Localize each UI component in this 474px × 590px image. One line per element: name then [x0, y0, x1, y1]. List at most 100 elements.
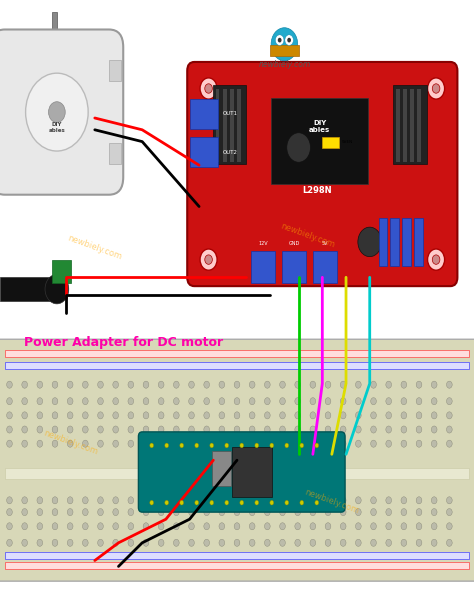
- Circle shape: [401, 497, 407, 504]
- Circle shape: [45, 274, 69, 304]
- Circle shape: [249, 426, 255, 433]
- Circle shape: [219, 412, 225, 419]
- Circle shape: [280, 497, 285, 504]
- Circle shape: [7, 381, 12, 388]
- Bar: [410, 90, 414, 162]
- Circle shape: [234, 398, 240, 405]
- Circle shape: [401, 426, 407, 433]
- Circle shape: [386, 426, 392, 433]
- Circle shape: [158, 509, 164, 516]
- Bar: [5, 562, 469, 569]
- Circle shape: [37, 440, 43, 447]
- Bar: [417, 90, 421, 162]
- Circle shape: [371, 497, 376, 504]
- Circle shape: [158, 497, 164, 504]
- Circle shape: [234, 539, 240, 546]
- Circle shape: [431, 523, 437, 530]
- Circle shape: [158, 440, 164, 447]
- Circle shape: [67, 539, 73, 546]
- Circle shape: [173, 497, 179, 504]
- Circle shape: [7, 539, 12, 546]
- Circle shape: [37, 509, 43, 516]
- Circle shape: [386, 509, 392, 516]
- Circle shape: [371, 539, 376, 546]
- Circle shape: [249, 412, 255, 419]
- Circle shape: [264, 381, 270, 388]
- Circle shape: [195, 443, 199, 448]
- Circle shape: [447, 497, 452, 504]
- Circle shape: [219, 509, 225, 516]
- Circle shape: [189, 398, 194, 405]
- Circle shape: [173, 412, 179, 419]
- Circle shape: [82, 523, 88, 530]
- Circle shape: [180, 443, 183, 448]
- Circle shape: [447, 539, 452, 546]
- Bar: [213, 85, 246, 163]
- Circle shape: [447, 523, 452, 530]
- Text: OUT1: OUT1: [223, 112, 238, 116]
- Circle shape: [249, 440, 255, 447]
- Circle shape: [401, 440, 407, 447]
- Bar: [402, 218, 411, 266]
- Circle shape: [189, 523, 194, 530]
- Circle shape: [128, 426, 134, 433]
- Bar: [216, 90, 219, 162]
- Circle shape: [280, 523, 285, 530]
- Circle shape: [432, 255, 440, 264]
- Circle shape: [158, 426, 164, 433]
- Circle shape: [431, 440, 437, 447]
- Circle shape: [240, 443, 244, 448]
- Circle shape: [240, 500, 244, 505]
- Circle shape: [275, 35, 284, 45]
- Text: DIY
ables: DIY ables: [48, 122, 65, 133]
- Circle shape: [26, 73, 88, 151]
- Circle shape: [37, 497, 43, 504]
- Bar: [251, 251, 275, 283]
- FancyBboxPatch shape: [138, 432, 345, 512]
- Circle shape: [113, 398, 118, 405]
- Circle shape: [280, 509, 285, 516]
- Circle shape: [270, 443, 273, 448]
- Circle shape: [22, 412, 27, 419]
- Circle shape: [189, 539, 194, 546]
- Circle shape: [219, 440, 225, 447]
- Circle shape: [143, 539, 149, 546]
- Circle shape: [158, 398, 164, 405]
- Circle shape: [113, 497, 118, 504]
- Circle shape: [310, 381, 316, 388]
- Circle shape: [67, 509, 73, 516]
- Circle shape: [280, 539, 285, 546]
- Circle shape: [295, 426, 301, 433]
- Circle shape: [234, 509, 240, 516]
- Circle shape: [416, 440, 422, 447]
- Circle shape: [356, 497, 361, 504]
- Circle shape: [189, 381, 194, 388]
- Circle shape: [22, 426, 27, 433]
- Circle shape: [325, 381, 331, 388]
- Circle shape: [287, 38, 291, 42]
- Circle shape: [358, 227, 382, 257]
- Circle shape: [143, 426, 149, 433]
- Circle shape: [200, 249, 217, 270]
- Circle shape: [234, 381, 240, 388]
- Bar: [52, 12, 57, 47]
- FancyBboxPatch shape: [0, 339, 474, 581]
- Circle shape: [340, 412, 346, 419]
- Circle shape: [195, 500, 199, 505]
- Circle shape: [340, 497, 346, 504]
- Circle shape: [416, 539, 422, 546]
- Circle shape: [264, 440, 270, 447]
- Bar: [414, 218, 423, 266]
- Circle shape: [401, 539, 407, 546]
- Text: 12V: 12V: [258, 241, 268, 246]
- Circle shape: [205, 84, 212, 93]
- Bar: [190, 137, 218, 167]
- Circle shape: [371, 398, 376, 405]
- Bar: [322, 137, 339, 148]
- Circle shape: [416, 412, 422, 419]
- Circle shape: [82, 509, 88, 516]
- Circle shape: [210, 443, 214, 448]
- Circle shape: [371, 412, 376, 419]
- Bar: [393, 85, 427, 163]
- Text: Power Adapter for DC motor: Power Adapter for DC motor: [24, 336, 223, 349]
